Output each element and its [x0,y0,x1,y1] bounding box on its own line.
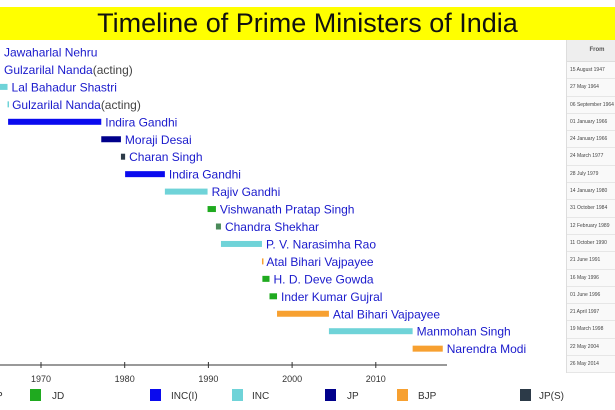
pm-label: Atal Bihari Vajpayee [266,255,374,269]
pm-label: Gulzarilal Nanda(acting) [4,63,133,77]
legend-label: INC(I) [171,391,198,402]
pm-bar [207,206,216,213]
table-row: 21 June 1991 [567,252,615,270]
pm-name: Moraji Desai [125,133,192,147]
x-tick-label: 2000 [282,374,302,384]
pm-name: Inder Kumar Gujral [281,290,382,304]
pm-bar [120,153,126,160]
pm-note: (acting) [101,98,141,112]
legend-label: BJP [418,391,437,402]
pm-label: Indira Gandhi [169,168,241,182]
pm-bar [0,83,8,90]
legend-swatch [30,389,41,401]
pm-name: Lal Bahadur Shastri [12,80,117,94]
table-row: 21 April 1997 [567,304,615,322]
chart-title: Timeline of Prime Ministers of India [0,7,615,40]
x-tick-label: 1970 [31,374,51,384]
pm-name: Narendra Modi [447,342,526,356]
table-row: 19 March 1998 [567,321,615,339]
pm-name: Chandra Shekhar [225,220,319,234]
pm-label: Jawaharlal Nehru [4,46,97,60]
pm-bar [101,136,121,143]
pm-label: Rajiv Gandhi [212,185,281,199]
pm-name: Atal Bihari Vajpayee [266,255,374,269]
pm-label: Charan Singh [129,150,202,164]
pm-bar [220,240,262,247]
pm-bar [328,328,413,335]
pm-label: Vishwanath Pratap Singh [220,203,355,217]
table-row: 31 October 1984 [567,200,615,218]
legend-swatch [397,389,408,401]
pm-bar [8,118,102,125]
table-header-from: From [567,40,615,62]
pm-bar [164,188,208,195]
pm-name: Rajiv Gandhi [212,185,281,199]
pm-bar [215,223,221,230]
x-tick-label: 1980 [115,374,135,384]
pm-label: Moraji Desai [125,133,192,147]
legend-label: JD [52,391,64,402]
pm-bar [262,275,270,282]
pm-label: Narendra Modi [447,342,526,356]
legend-swatch [232,389,243,401]
pm-label: P. V. Narasimha Rao [266,237,376,251]
pm-name: Indira Gandhi [169,168,241,182]
pm-bar [261,258,264,265]
table-row: 26 May 2014 [567,356,615,374]
legend-label: INC [252,391,269,402]
table-row: 24 March 1977 [567,148,615,166]
pm-label: Lal Bahadur Shastri [12,80,117,94]
x-tick-label: 1990 [198,374,218,384]
pm-label: Inder Kumar Gujral [281,290,382,304]
pm-name: H. D. Deve Gowda [274,272,374,286]
table-row: 14 January 1980 [567,183,615,201]
legend-swatch [325,389,336,401]
table-row: 27 May 1964 [567,79,615,97]
pm-name: Charan Singh [129,150,202,164]
pm-name: Gulzarilal Nanda [12,98,101,112]
pm-name: Atal Bihari Vajpayee [333,307,441,321]
table-row: 06 September 1964 [567,96,615,114]
pm-name: Vishwanath Pratap Singh [220,203,355,217]
pm-bar [125,171,165,178]
legend-swatch [520,389,531,401]
table-row: 16 May 1996 [567,269,615,287]
table-row: 12 February 1989 [567,217,615,235]
pm-bar [269,293,278,300]
table-row: 15 August 1947 [567,62,615,80]
pm-name: Jawaharlal Nehru [4,46,97,60]
table-row: 28 July 1979 [567,165,615,184]
pm-name: Indira Gandhi [105,115,177,129]
pm-name: Gulzarilal Nanda [4,63,93,77]
table-row: 24 January 1966 [567,131,615,149]
pm-label: H. D. Deve Gowda [274,272,374,286]
legend-label: P [0,391,3,402]
pm-label: Manmohan Singh [417,325,511,339]
pm-name: P. V. Narasimha Rao [266,237,376,251]
legend-label: JP [347,391,359,402]
pm-bar [277,310,329,317]
pm-name: Manmohan Singh [417,325,511,339]
table-row: 01 January 1966 [567,113,615,132]
table-row: 01 June 1996 [567,286,615,305]
legend-label: JP(S) [539,391,564,402]
dates-table: From 15 August 1947 27 May 1964 06 Septemb… [566,40,615,374]
table-row: 22 May 2004 [567,338,615,357]
legend-swatch [150,389,161,401]
x-tick-label: 2010 [366,374,386,384]
pm-label: Atal Bihari Vajpayee [333,307,441,321]
pm-label: Gulzarilal Nanda(acting) [12,98,141,112]
pm-label: Chandra Shekhar [225,220,319,234]
pm-note: (acting) [93,63,133,77]
pm-label: Indira Gandhi [105,115,177,129]
pm-bar [412,345,443,352]
pm-bar [7,101,10,108]
table-row: 11 October 1990 [567,234,615,253]
